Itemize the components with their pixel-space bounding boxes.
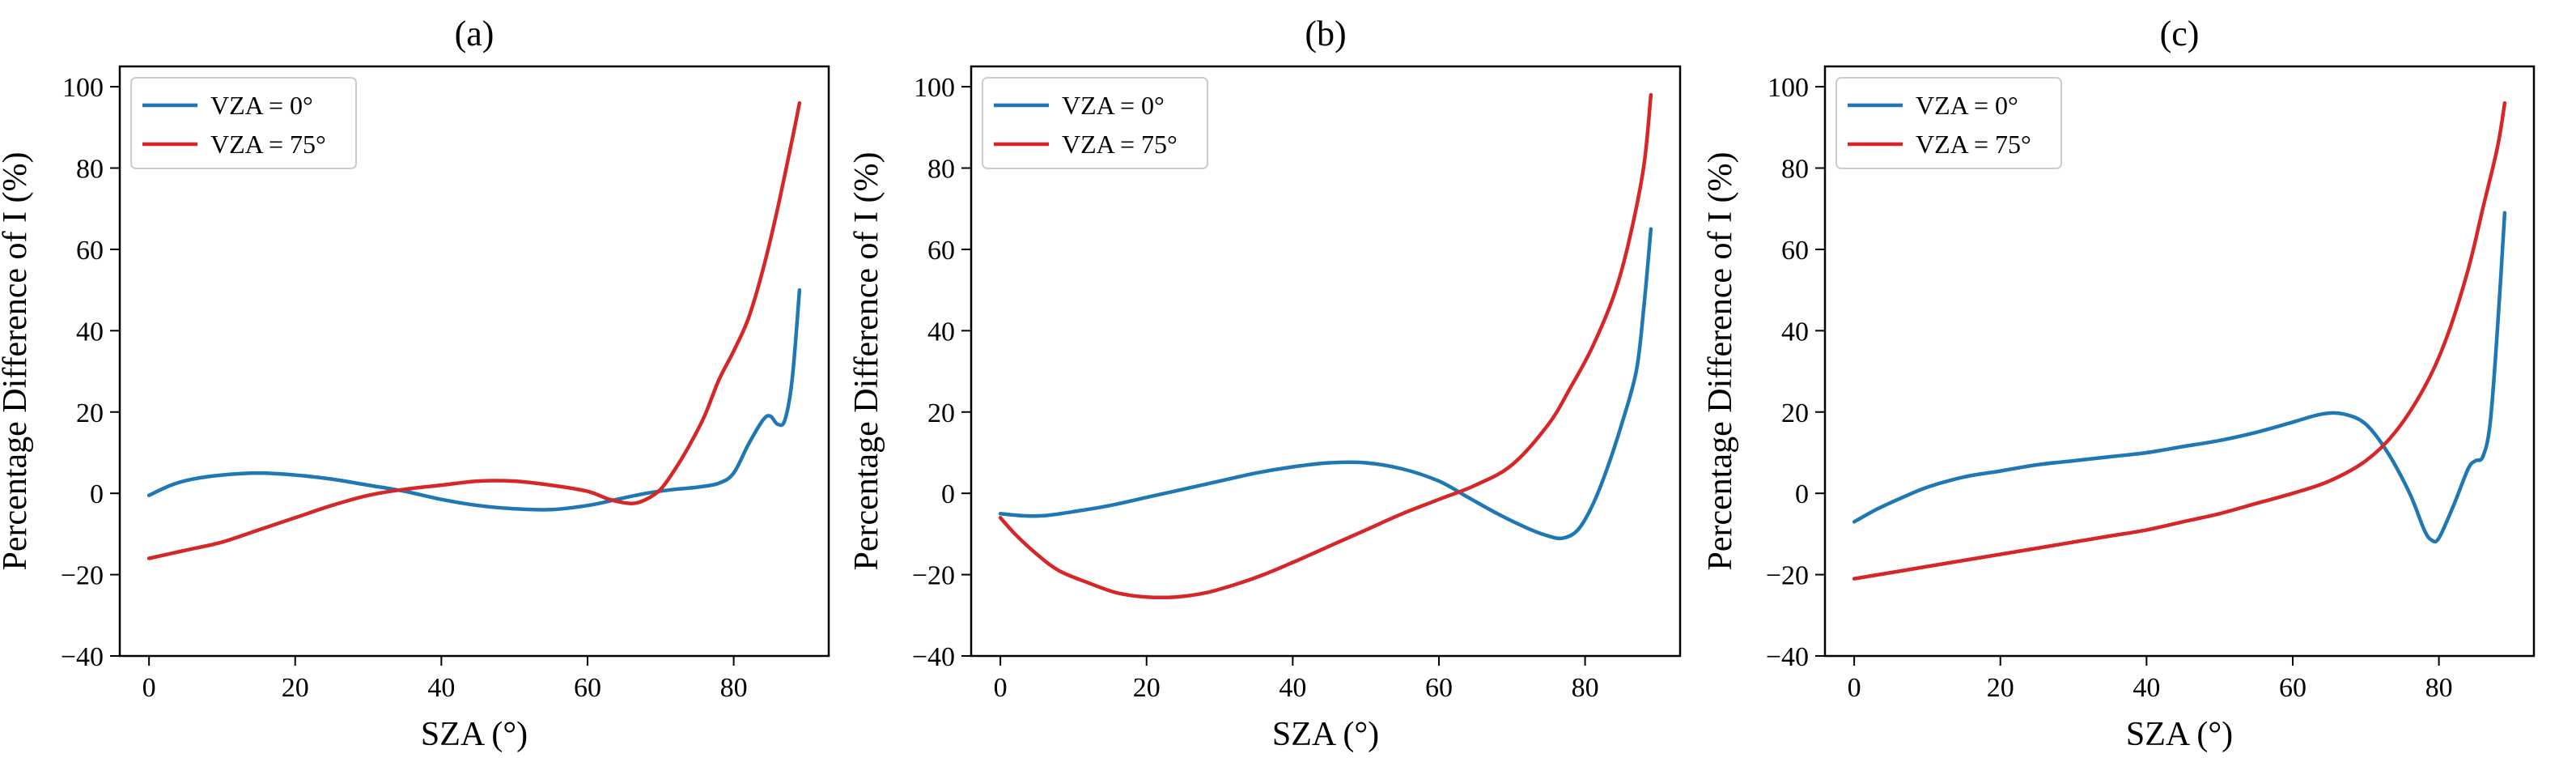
plot-frame bbox=[1823, 65, 2536, 658]
x-tick-label: 20 bbox=[1987, 673, 2014, 703]
legend-label: VZA = 0° bbox=[210, 91, 313, 120]
x-tick-label: 0 bbox=[994, 673, 1008, 703]
y-tick-label: 20 bbox=[76, 398, 104, 428]
x-tick-label: 80 bbox=[720, 673, 748, 703]
series-line-vza-0 bbox=[1852, 211, 2507, 544]
legend: VZA = 0° VZA = 75° bbox=[1835, 77, 2062, 169]
legend-label: VZA = 75° bbox=[1062, 130, 1178, 159]
panel-title: (c) bbox=[2160, 14, 2200, 53]
panel-title: (a) bbox=[455, 14, 494, 53]
panel-b: (b) 0 20 40 60 80 −40 −20 0 20 40 60 80 100 SZA (°) Per… bbox=[848, 14, 1682, 753]
panel-c: (c) 0 20 40 60 80 −40 −20 0 20 40 60 80 100 SZA (°) Per… bbox=[1702, 14, 2536, 753]
x-tick-label: 60 bbox=[2279, 673, 2307, 703]
series-line-vza-0 bbox=[998, 227, 1653, 541]
y-tick-label: 20 bbox=[1781, 398, 1809, 428]
x-axis-label: SZA (°) bbox=[2126, 716, 2233, 753]
plot-frame bbox=[118, 65, 830, 658]
y-tick-label: −20 bbox=[1766, 561, 1809, 591]
y-tick-label: −20 bbox=[912, 561, 955, 591]
y-tick-label: 60 bbox=[927, 236, 955, 266]
y-tick-label: 0 bbox=[941, 479, 955, 509]
y-axis-label: Percentage Difference of I (%) bbox=[848, 152, 885, 571]
y-tick-label: 0 bbox=[1795, 479, 1809, 509]
y-tick-label: 40 bbox=[1781, 317, 1809, 347]
y-tick-label: 60 bbox=[1781, 236, 1809, 266]
legend-label: VZA = 75° bbox=[210, 130, 326, 159]
y-tick-label: 80 bbox=[927, 155, 955, 185]
y-tick-label: 100 bbox=[62, 73, 104, 103]
y-tick-label: 40 bbox=[927, 317, 955, 347]
y-tick-label: 80 bbox=[1781, 155, 1809, 185]
series-line-vza-75 bbox=[1852, 100, 2507, 581]
y-tick-label: −40 bbox=[912, 642, 955, 672]
y-tick-label: 20 bbox=[927, 398, 955, 428]
x-tick-label: 60 bbox=[1425, 673, 1453, 703]
y-tick-label: −40 bbox=[61, 642, 104, 672]
x-tick-label: 20 bbox=[282, 673, 309, 703]
x-axis-label: SZA (°) bbox=[421, 716, 528, 753]
y-tick-label: 60 bbox=[76, 236, 104, 266]
plot-frame bbox=[970, 65, 1682, 658]
y-tick-label: −40 bbox=[1766, 642, 1809, 672]
y-tick-label: −20 bbox=[61, 561, 104, 591]
panel-a: (a) 0 20 40 60 80 −40 −20 0 20 40 60 80 100 SZA (°) Per… bbox=[0, 14, 830, 753]
series-line-vza-0 bbox=[146, 287, 802, 512]
x-tick-label: 40 bbox=[427, 673, 455, 703]
legend: VZA = 0° VZA = 75° bbox=[130, 77, 357, 169]
y-tick-label: 40 bbox=[76, 317, 104, 347]
y-tick-label: 0 bbox=[90, 479, 104, 509]
x-tick-label: 60 bbox=[574, 673, 601, 703]
x-axis-label: SZA (°) bbox=[1272, 716, 1379, 753]
x-tick-label: 40 bbox=[2133, 673, 2160, 703]
legend-label: VZA = 0° bbox=[1916, 91, 2018, 120]
x-tick-label: 20 bbox=[1133, 673, 1161, 703]
y-tick-label: 100 bbox=[914, 73, 955, 103]
x-tick-label: 40 bbox=[1279, 673, 1306, 703]
y-tick-label: 100 bbox=[1768, 73, 1809, 103]
y-tick-label: 80 bbox=[76, 155, 104, 185]
series-line-vza-75 bbox=[146, 100, 802, 560]
legend: VZA = 0° VZA = 75° bbox=[982, 77, 1208, 169]
x-tick-label: 0 bbox=[142, 673, 156, 703]
x-tick-label: 80 bbox=[1572, 673, 1599, 703]
x-tick-label: 0 bbox=[1848, 673, 1861, 703]
y-axis-label: Percentage Difference of I (%) bbox=[1702, 152, 1739, 571]
legend-label: VZA = 75° bbox=[1916, 130, 2031, 159]
panel-title: (b) bbox=[1305, 14, 1346, 53]
legend-label: VZA = 0° bbox=[1062, 91, 1165, 120]
x-tick-label: 80 bbox=[2425, 673, 2453, 703]
series-line-vza-75 bbox=[998, 92, 1653, 600]
y-axis-label: Percentage Difference of I (%) bbox=[0, 152, 34, 571]
